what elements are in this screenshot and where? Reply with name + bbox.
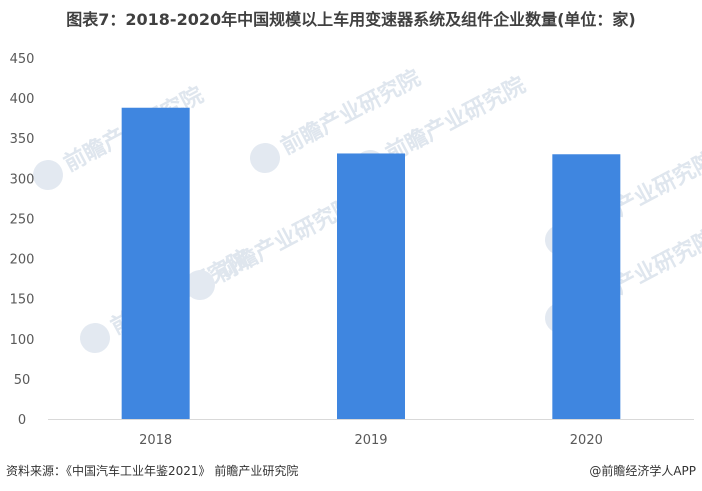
y-tick-label: 100 — [10, 333, 35, 348]
bar-2020 — [552, 154, 621, 419]
source-note: 资料来源：《中国汽车工业年鉴2021》 前瞻产业研究院 — [6, 464, 299, 478]
x-tick-label: 2019 — [354, 433, 387, 448]
y-tick-label: 50 — [14, 373, 31, 388]
y-tick-label: 350 — [10, 132, 35, 147]
y-tick-label: 0 — [18, 413, 26, 428]
chart-title: 图表7：2018-2020年中国规模以上车用变速器系统及组件企业数量(单位：家) — [66, 10, 636, 29]
y-tick-label: 250 — [10, 212, 35, 227]
watermark-circle — [250, 143, 280, 173]
watermark-circle — [33, 160, 63, 190]
y-tick-label: 300 — [10, 172, 35, 187]
x-tick-label: 2020 — [570, 433, 603, 448]
bar-2018 — [121, 107, 190, 419]
y-axis: 0 50 100 150 200 250 300 350 400 450 — [10, 52, 35, 428]
y-tick-label: 150 — [10, 293, 35, 308]
bar-2019 — [337, 153, 405, 419]
footer: 资料来源：《中国汽车工业年鉴2021》 前瞻产业研究院 @前瞻经济学人APP — [6, 462, 696, 484]
y-tick-label: 400 — [10, 92, 35, 107]
watermark-logo: 前瞻产业研究院 — [185, 192, 360, 300]
y-tick-label: 450 — [10, 52, 35, 67]
bars-layer — [121, 107, 621, 419]
bar-chart: 前瞻产业研究院前瞻产业研究院前瞻产业研究院前瞻产业研究院前瞻产业研究院前瞻产业研… — [10, 52, 702, 448]
x-axis: 2018 2019 2020 — [48, 419, 694, 448]
x-tick-label: 2018 — [139, 433, 172, 448]
watermark-circle — [80, 323, 110, 353]
y-tick-label: 200 — [10, 253, 35, 268]
credit-note: @前瞻经济学人APP — [589, 464, 696, 478]
watermark-circle — [185, 270, 215, 300]
